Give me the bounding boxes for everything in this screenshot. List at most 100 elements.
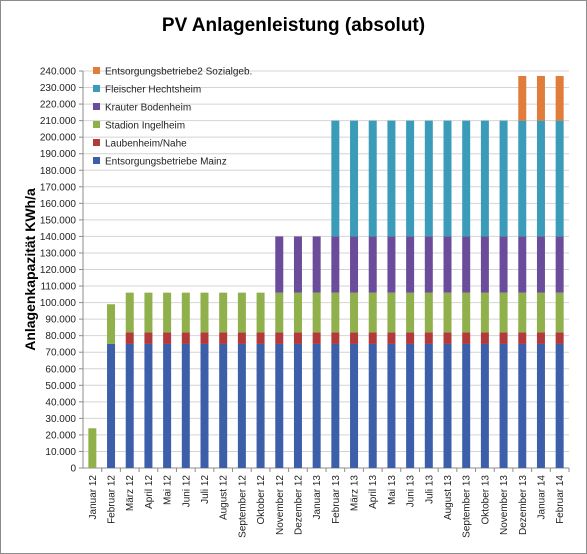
bar-segment xyxy=(518,120,527,237)
y-tick-label: 70.000 xyxy=(45,348,76,359)
bar-segment xyxy=(312,236,321,293)
y-tick-label: 50.000 xyxy=(45,381,76,392)
bar-segment xyxy=(181,343,190,468)
y-tick-label: 60.000 xyxy=(45,364,76,375)
y-tick-label: 210.000 xyxy=(40,116,77,127)
bar-segment xyxy=(499,292,508,333)
legend-swatch xyxy=(93,157,100,164)
y-tick-label: 170.000 xyxy=(40,182,77,193)
bar-segment xyxy=(406,236,415,293)
y-tick-label: 10.000 xyxy=(45,447,76,458)
bar-segment xyxy=(443,292,452,333)
bar-segment xyxy=(331,292,340,333)
bar-segment xyxy=(144,343,153,468)
bar-segment xyxy=(293,332,302,344)
bar-segment xyxy=(368,120,377,237)
bar-segment xyxy=(331,332,340,344)
y-axis-label: Anlagenkapazität KWh/a xyxy=(22,188,38,351)
bar-segment xyxy=(350,236,359,293)
bar-segment xyxy=(237,292,246,333)
bar-segment xyxy=(350,292,359,333)
y-tick-label: 30.000 xyxy=(45,414,76,425)
y-tick-label: 220.000 xyxy=(40,100,77,111)
bar-segment xyxy=(219,292,228,333)
bar-segment xyxy=(331,343,340,468)
bar-segment xyxy=(406,120,415,237)
bar-segment xyxy=(555,75,564,121)
bar-segment xyxy=(480,343,489,468)
bar-segment xyxy=(536,292,545,333)
bar-segment xyxy=(536,120,545,237)
bar-segment xyxy=(181,332,190,344)
x-tick-label: Dezember 12 xyxy=(293,475,304,535)
x-tick-label: Januar 14 xyxy=(536,475,547,520)
bar-segment xyxy=(462,120,471,237)
bar-segment xyxy=(293,343,302,468)
bar-segment xyxy=(518,75,527,121)
bar-segment xyxy=(219,332,228,344)
legend-swatch xyxy=(93,121,100,128)
bar-segment xyxy=(518,292,527,333)
bar-segment xyxy=(237,343,246,468)
x-tick-label: Februar 13 xyxy=(331,475,342,524)
bar-segment xyxy=(125,343,134,468)
bar-segment xyxy=(424,120,433,237)
x-tick-label: November 13 xyxy=(499,475,510,535)
x-tick-label: Juni 13 xyxy=(406,475,417,508)
bar-segment xyxy=(499,343,508,468)
x-tick-label: April 13 xyxy=(368,475,379,509)
bar-segment xyxy=(480,236,489,293)
bar-segment xyxy=(163,292,172,333)
x-tick-label: November 12 xyxy=(275,475,286,535)
bar-segment xyxy=(480,292,489,333)
legend-label: Laubenheim/Nahe xyxy=(105,139,187,150)
x-tick-label: April 12 xyxy=(144,475,155,509)
bar-segment xyxy=(312,343,321,468)
bar-segment xyxy=(293,236,302,293)
chart-title: PV Anlagenleistung (absolut) xyxy=(161,15,426,36)
x-tick-label: September 13 xyxy=(462,475,473,538)
y-tick-label: 80.000 xyxy=(45,331,76,342)
x-tick-label: Oktober 13 xyxy=(480,475,491,525)
bar-segment xyxy=(331,236,340,293)
y-tick-label: 20.000 xyxy=(45,430,76,441)
bar-segment xyxy=(387,332,396,344)
bar-segment xyxy=(424,292,433,333)
bar-segment xyxy=(275,343,284,468)
y-tick-label: 230.000 xyxy=(40,83,77,94)
bar-segment xyxy=(443,332,452,344)
y-tick-label: 180.000 xyxy=(40,166,77,177)
bar-segment xyxy=(555,120,564,237)
bar-segment xyxy=(387,292,396,333)
x-tick-label: Februar 12 xyxy=(107,475,118,524)
y-tick-label: 90.000 xyxy=(45,315,76,326)
bar-segment xyxy=(518,343,527,468)
bar-segment xyxy=(256,332,265,344)
y-tick-label: 130.000 xyxy=(40,248,77,259)
legend-swatch xyxy=(93,67,100,74)
bar-segment xyxy=(312,332,321,344)
bar-segment xyxy=(163,332,172,344)
x-tick-label: Oktober 12 xyxy=(256,475,267,525)
bar-segment xyxy=(536,236,545,293)
bar-segment xyxy=(443,236,452,293)
bar-segment xyxy=(424,343,433,468)
legend-label: Fleischer Hechtsheim xyxy=(105,85,201,96)
bar-segment xyxy=(331,120,340,237)
y-tick-label: 140.000 xyxy=(40,232,77,243)
bar-segment xyxy=(350,120,359,237)
y-tick-label: 150.000 xyxy=(40,215,77,226)
x-tick-label: Februar 14 xyxy=(555,475,566,524)
x-tick-label: März 12 xyxy=(125,475,136,512)
bar-segment xyxy=(518,236,527,293)
bar-segment xyxy=(237,332,246,344)
bar-segment xyxy=(462,343,471,468)
x-tick-label: September 12 xyxy=(237,475,248,538)
bar-segment xyxy=(275,292,284,333)
y-tick-label: 40.000 xyxy=(45,397,76,408)
bar-segment xyxy=(88,428,97,468)
bar-segment xyxy=(406,332,415,344)
bar-segment xyxy=(555,292,564,333)
bar-segment xyxy=(125,332,134,344)
x-tick-label: Mai 12 xyxy=(163,475,174,505)
